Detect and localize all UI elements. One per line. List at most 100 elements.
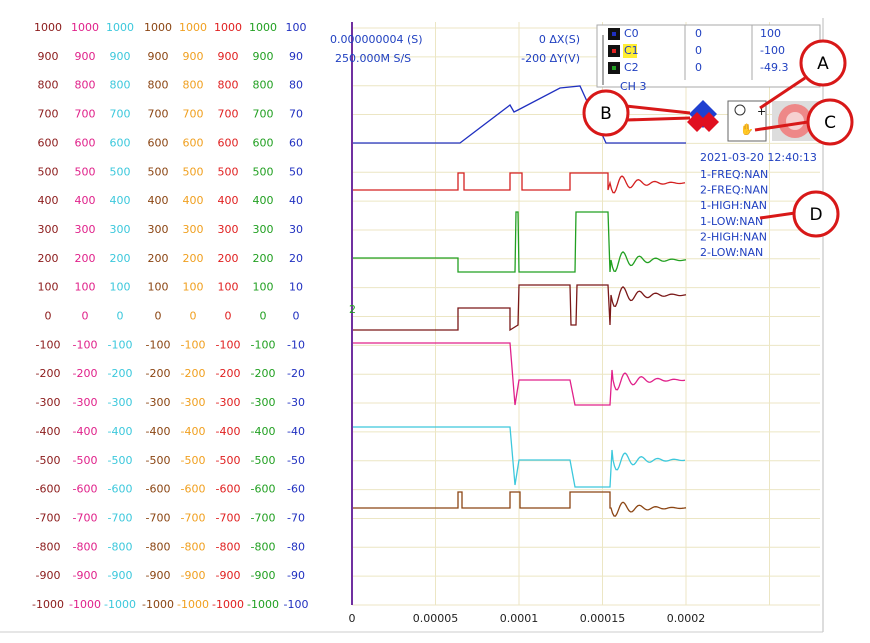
y-axis-label: 800: [75, 79, 96, 92]
y-axis-label: 800: [148, 79, 169, 92]
waveform: [352, 211, 687, 273]
y-axis-label: -1000: [212, 598, 244, 611]
y-axis-label: -900: [251, 569, 276, 582]
y-axis-label: -800: [36, 540, 61, 553]
y-axis-label: -200: [108, 367, 133, 380]
y-axis-label: 900: [148, 50, 169, 63]
y-axis-label: 800: [183, 79, 204, 92]
y-axis-label: 300: [75, 223, 96, 236]
y-axis-label: -700: [216, 511, 241, 524]
y-axis-label: 800: [218, 79, 239, 92]
y-axis-label: 100: [253, 281, 274, 294]
y-axis-label: -300: [251, 396, 276, 409]
y-axis-label: 400: [38, 194, 59, 207]
y-axis-label: 900: [253, 50, 274, 63]
y-axis-label: 100: [75, 281, 96, 294]
y-axis-label: 0: [190, 310, 197, 323]
measurement: 1-LOW:NAN: [700, 215, 763, 228]
y-axis-label: 800: [38, 79, 59, 92]
y-axis-label: -100: [251, 338, 276, 351]
y-axis-label: -300: [108, 396, 133, 409]
y-axis-label: 400: [218, 194, 239, 207]
y-axis-label: -100: [146, 338, 171, 351]
y-axis-label: -1000: [69, 598, 101, 611]
measurement: 2-LOW:NAN: [700, 246, 763, 259]
y-axis-label: -300: [73, 396, 98, 409]
measurement: 1-HIGH:NAN: [700, 199, 767, 212]
y-axis-label: 100: [183, 281, 204, 294]
y-axis-label: 90: [289, 50, 303, 63]
y-axis-label: 600: [183, 136, 204, 149]
svg-text:✋: ✋: [740, 123, 754, 136]
y-axis-label: -700: [73, 511, 98, 524]
y-axis-label: 0: [82, 310, 89, 323]
y-axis-label: -1000: [32, 598, 64, 611]
y-axis-label: 700: [183, 108, 204, 121]
y-axis-label: -100: [284, 598, 309, 611]
y-axis-label: -400: [146, 425, 171, 438]
y-axis-label: -900: [73, 569, 98, 582]
y-axis-label: -20: [287, 367, 305, 380]
cursor-dx: 0 ΔX(S): [539, 33, 580, 46]
y-axis-label: -100: [181, 338, 206, 351]
y-axis-label: -400: [73, 425, 98, 438]
y-axis-label: 300: [218, 223, 239, 236]
y-axis-label: -1000: [104, 598, 136, 611]
y-axis-label: -50: [287, 454, 305, 467]
svg-text:+: +: [757, 105, 766, 118]
y-axis-label: 100: [148, 281, 169, 294]
y-axis-label: -200: [251, 367, 276, 380]
y-axis-label: 1000: [179, 21, 207, 34]
y-axis-label: -600: [73, 483, 98, 496]
y-axis-label: -500: [181, 454, 206, 467]
y-axis-label: 100: [38, 281, 59, 294]
y-axis-label: -1000: [177, 598, 209, 611]
y-axis-label: 1000: [214, 21, 242, 34]
center-tool[interactable]: [687, 100, 719, 132]
y-axis-label: -400: [181, 425, 206, 438]
y-axis-label: -200: [146, 367, 171, 380]
channel-cell: -100: [760, 44, 785, 57]
y-axis-label: 300: [183, 223, 204, 236]
sample-rate: 250.000M S/S: [335, 52, 411, 65]
x-axis-label: 0.0001: [500, 612, 539, 625]
y-axis-label: 0: [293, 310, 300, 323]
y-axis-label: 100: [110, 281, 131, 294]
y-axis-label: 400: [183, 194, 204, 207]
channel-cell: 100: [760, 27, 781, 40]
y-axis-label: 70: [289, 108, 303, 121]
y-axis-label: -200: [181, 367, 206, 380]
y-axis-label: 700: [38, 108, 59, 121]
y-axis-label: 1000: [34, 21, 62, 34]
channel-cell: C1: [624, 44, 639, 57]
y-axis-label: -1000: [247, 598, 279, 611]
y-axis-label: 1000: [106, 21, 134, 34]
zoom-tool[interactable]: + ✋: [727, 100, 767, 142]
y-axis-label: 800: [110, 79, 131, 92]
y-axis-label: 80: [289, 79, 303, 92]
waveform: [352, 491, 687, 517]
y-axis-label: 0: [117, 310, 124, 323]
y-axis-label: -40: [287, 425, 305, 438]
y-axis-label: 700: [253, 108, 274, 121]
y-axis-label: -800: [216, 540, 241, 553]
y-axis-label: -700: [146, 511, 171, 524]
y-axis-label: 60: [289, 136, 303, 149]
y-axis-label: 500: [110, 165, 131, 178]
y-axis-label: -800: [251, 540, 276, 553]
y-axis-label: 0: [225, 310, 232, 323]
x-axis-label: 0: [349, 612, 356, 625]
y-axis-label: -700: [251, 511, 276, 524]
callouts: A B C D: [582, 39, 854, 238]
y-axis-label: 200: [110, 252, 131, 265]
y-axis-label: -100: [108, 338, 133, 351]
channel-marker: 2: [349, 303, 356, 316]
waveform: [352, 284, 687, 332]
y-axis-label: -900: [108, 569, 133, 582]
y-axis-label: 1000: [144, 21, 172, 34]
y-axis-label: 400: [148, 194, 169, 207]
y-axis-label: 300: [148, 223, 169, 236]
y-axis-label: 1000: [249, 21, 277, 34]
y-axis-label: 200: [148, 252, 169, 265]
